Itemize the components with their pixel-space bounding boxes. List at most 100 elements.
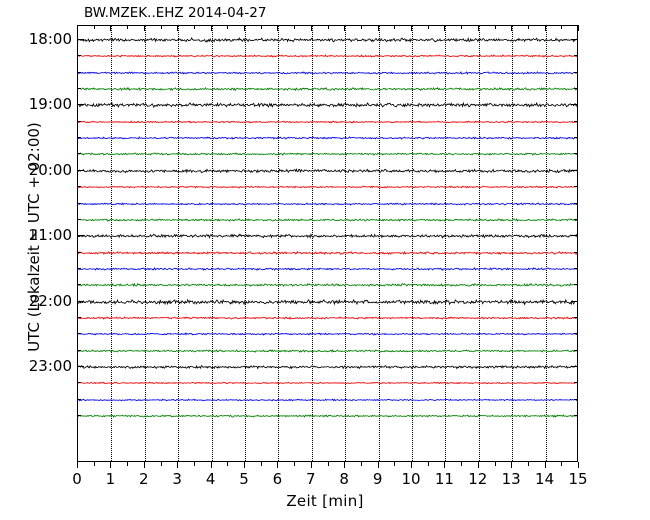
y-tick-minor-right (574, 333, 578, 335)
y-tick-major (77, 235, 84, 237)
x-tick-minor-top (294, 25, 296, 29)
x-tick-major-top (344, 25, 346, 31)
x-tick-major-top (477, 25, 479, 31)
x-tick-minor-top (427, 25, 429, 29)
seismic-trace (78, 215, 577, 224)
grid-line-minute (545, 26, 547, 461)
x-axis-label: Zeit [min] (286, 492, 364, 510)
seismic-trace (78, 330, 577, 339)
y-tick-minor-right (574, 382, 578, 384)
x-tick-major-top (177, 25, 179, 31)
x-tick-minor (327, 462, 329, 466)
seismic-trace (78, 379, 577, 388)
x-tick-label: 0 (72, 470, 82, 488)
x-tick-major (77, 462, 78, 468)
x-tick-label: 6 (272, 470, 283, 488)
y-tick-major-right (571, 39, 578, 40)
x-tick-minor-top (461, 25, 463, 29)
x-tick-label: 8 (339, 470, 349, 488)
y-tick-minor-right (574, 120, 578, 122)
seismic-trace (78, 52, 577, 61)
plot-area (77, 25, 578, 462)
y-tick-minor-right (574, 88, 578, 90)
x-tick-label: 10 (401, 470, 421, 488)
y-tick-minor-right (574, 284, 578, 286)
x-tick-minor-top (260, 25, 262, 29)
seismic-trace (78, 248, 577, 257)
x-tick-minor (527, 462, 529, 466)
grid-line-minute (478, 26, 480, 461)
grid-line-minute (311, 26, 313, 461)
x-tick-minor-top (527, 25, 529, 29)
x-tick-label: 13 (501, 470, 521, 488)
y-tick-label: 20:00 (28, 160, 72, 179)
y-tick-minor-right (574, 202, 578, 204)
page-title: BW.MZEK..EHZ 2014-04-27 (84, 5, 267, 21)
y-tick-minor-right (574, 153, 578, 155)
y-tick-minor (77, 71, 81, 73)
x-tick-label: 9 (372, 470, 383, 488)
x-tick-label: 15 (568, 470, 588, 488)
x-tick-major-top (578, 25, 579, 31)
y-tick-major (77, 300, 84, 302)
y-tick-minor-right (574, 137, 578, 139)
seismic-trace (78, 281, 577, 290)
x-tick-minor-top (160, 25, 162, 29)
seismic-trace (78, 101, 577, 110)
y-tick-minor-right (574, 218, 578, 220)
grid-line-minute (111, 26, 113, 461)
seismic-trace (78, 313, 577, 322)
x-tick-minor-top (360, 25, 362, 29)
x-tick-minor (427, 462, 429, 466)
x-tick-major-top (110, 25, 112, 31)
seismic-trace (78, 150, 577, 159)
x-tick-major-top (544, 25, 546, 31)
x-tick-major (344, 462, 346, 468)
x-tick-major (310, 462, 312, 468)
grid-line-minute (144, 26, 146, 461)
x-tick-major-top (277, 25, 279, 31)
seismic-trace (78, 395, 577, 404)
x-tick-major-top (210, 25, 212, 31)
y-tick-minor-right (574, 316, 578, 318)
seismic-trace (78, 85, 577, 94)
x-tick-major (143, 462, 145, 468)
y-tick-minor-right (574, 415, 578, 417)
y-tick-minor-right (574, 55, 578, 57)
grid-line-minute (412, 26, 413, 461)
x-tick-minor-top (327, 25, 329, 29)
y-tick-minor-right (574, 186, 578, 188)
y-tick-minor-right (574, 267, 578, 269)
x-tick-label: 12 (468, 470, 488, 488)
y-tick-minor (77, 382, 81, 384)
seismic-trace (78, 166, 577, 175)
y-tick-major-right (571, 235, 578, 237)
x-tick-minor (193, 462, 195, 466)
x-tick-minor (227, 462, 229, 466)
x-tick-minor (461, 462, 463, 466)
x-tick-label: 11 (434, 470, 454, 488)
x-tick-major (544, 462, 546, 468)
y-tick-minor-right (574, 251, 578, 253)
y-tick-minor (77, 88, 81, 90)
y-tick-major-right (571, 169, 578, 171)
y-tick-minor (77, 267, 81, 269)
seismic-trace (78, 363, 577, 372)
x-tick-minor (561, 462, 563, 466)
seismic-trace (78, 183, 577, 192)
x-tick-major (277, 462, 279, 468)
y-tick-major (77, 169, 84, 171)
y-tick-minor (77, 137, 81, 139)
x-tick-major (411, 462, 412, 468)
x-tick-major-top (411, 25, 412, 31)
x-tick-major-top (77, 25, 78, 31)
y-tick-major-right (571, 104, 578, 106)
y-tick-major (77, 104, 84, 106)
x-tick-major (578, 462, 579, 468)
x-tick-label: 2 (139, 470, 149, 488)
x-tick-minor (260, 462, 262, 466)
y-tick-label: 18:00 (28, 30, 72, 48)
grid-line-minute (178, 26, 180, 461)
y-tick-minor (77, 251, 81, 253)
